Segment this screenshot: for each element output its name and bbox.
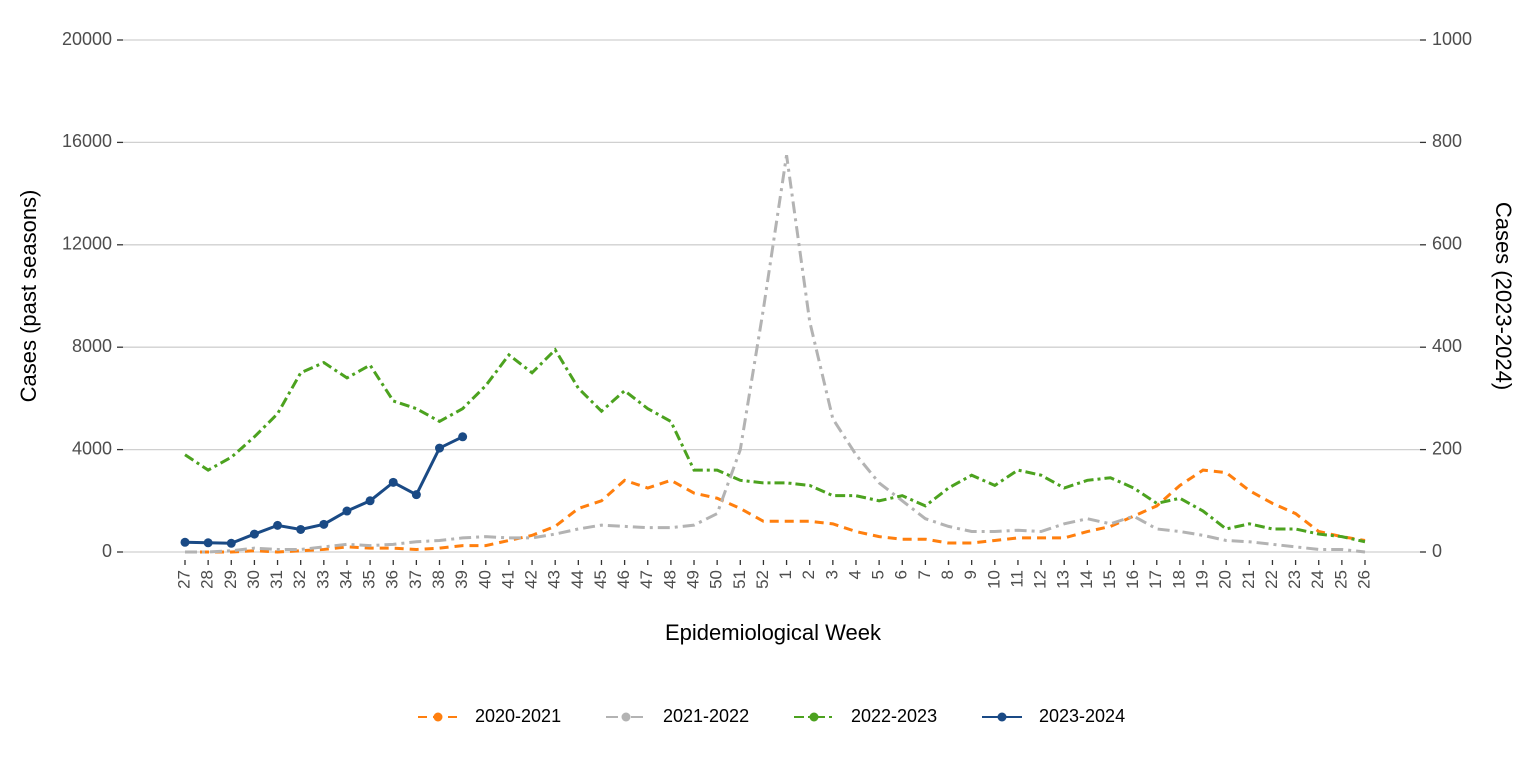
legend-marker (997, 712, 1007, 722)
series-line (184, 347, 1366, 544)
x-tick-label: 48 (660, 570, 679, 589)
y2-tick-label: 800 (1432, 131, 1462, 151)
x-axis-title: Epidemiological Week (665, 620, 882, 645)
y2-tick-label: 600 (1432, 234, 1462, 254)
x-tick-label: 47 (637, 570, 656, 589)
series-line (185, 154, 1366, 554)
x-tick-label: 43 (545, 570, 564, 589)
data-point (226, 538, 236, 548)
data-point (388, 477, 398, 487)
x-tick-label: 13 (1054, 570, 1073, 589)
x-tick-label: 42 (522, 570, 541, 589)
x-tick-label: 19 (1193, 570, 1212, 589)
x-tick-label: 8 (938, 570, 957, 579)
x-tick-label: 34 (336, 570, 355, 589)
data-point (365, 496, 375, 506)
x-tick-label: 28 (198, 570, 217, 589)
x-tick-label: 40 (475, 570, 494, 589)
x-tick-label: 11 (1007, 570, 1026, 588)
legend-label: 2020-2021 (475, 706, 561, 726)
data-point (273, 520, 283, 530)
x-tick-label: 31 (267, 570, 286, 589)
y-tick-label: 4000 (72, 438, 112, 458)
x-tick-label: 51 (730, 570, 749, 589)
legend-label: 2022-2023 (851, 706, 937, 726)
data-point (296, 524, 306, 534)
data-point (319, 519, 329, 529)
x-tick-label: 14 (1077, 570, 1096, 589)
x-tick-label: 24 (1308, 570, 1327, 589)
y2-tick-label: 200 (1432, 438, 1462, 458)
y-tick-label: 0 (102, 541, 112, 561)
y-tick-label: 16000 (62, 131, 112, 151)
x-tick-label: 37 (406, 570, 425, 589)
x-tick-label: 32 (290, 570, 309, 589)
x-tick-label: 36 (383, 570, 402, 589)
y-axis-title: Cases (past seasons) (16, 190, 41, 403)
x-tick-label: 45 (591, 570, 610, 589)
y2-tick-label: 0 (1432, 541, 1442, 561)
data-point (203, 538, 213, 548)
x-tick-label: 9 (961, 570, 980, 579)
x-tick-label: 27 (174, 570, 193, 589)
legend-label: 2023-2024 (1039, 706, 1125, 726)
x-tick-label: 26 (1354, 570, 1373, 589)
series-line (185, 468, 1366, 554)
x-tick-label: 17 (1146, 570, 1165, 589)
x-tick-label: 35 (360, 570, 379, 589)
legend-label: 2021-2022 (663, 706, 749, 726)
x-tick-label: 6 (892, 570, 911, 579)
x-tick-label: 25 (1331, 570, 1350, 589)
y2-tick-label: 400 (1432, 336, 1462, 356)
x-tick-label: 4 (845, 570, 864, 579)
y-tick-label: 20000 (62, 29, 112, 49)
x-tick-label: 29 (221, 570, 240, 589)
x-tick-label: 7 (915, 570, 934, 579)
data-point (342, 506, 352, 516)
x-tick-label: 3 (822, 570, 841, 579)
x-tick-label: 39 (452, 570, 471, 589)
x-tick-label: 2 (799, 570, 818, 579)
y2-axis-title: Cases (2023-2024) (1491, 202, 1516, 390)
y-tick-label: 8000 (72, 336, 112, 356)
x-tick-label: 16 (1123, 570, 1142, 589)
x-tick-label: 22 (1262, 570, 1281, 589)
x-tick-label: 38 (429, 570, 448, 589)
y2-tick-label: 1000 (1432, 29, 1472, 49)
x-tick-label: 23 (1285, 570, 1304, 589)
x-tick-label: 41 (498, 570, 517, 589)
y-tick-label: 12000 (62, 234, 112, 254)
data-point (180, 537, 190, 547)
legend-marker (621, 712, 631, 722)
legend-marker (809, 712, 819, 722)
data-point (249, 529, 259, 539)
data-point (435, 443, 445, 453)
x-tick-label: 44 (568, 570, 587, 589)
x-tick-label: 5 (869, 570, 888, 579)
x-tick-label: 30 (244, 570, 263, 589)
x-tick-label: 18 (1169, 570, 1188, 589)
data-point (411, 490, 421, 500)
x-tick-label: 46 (614, 570, 633, 589)
legend-marker (433, 712, 443, 722)
x-tick-label: 10 (984, 570, 1003, 589)
x-tick-label: 50 (707, 570, 726, 589)
x-tick-label: 15 (1100, 570, 1119, 589)
x-tick-label: 12 (1031, 570, 1050, 589)
x-tick-label: 1 (776, 570, 795, 579)
x-tick-label: 21 (1239, 570, 1258, 589)
x-tick-label: 20 (1216, 570, 1235, 589)
x-tick-label: 49 (684, 570, 703, 589)
data-point (458, 432, 468, 442)
x-tick-label: 33 (313, 570, 332, 589)
x-tick-label: 52 (753, 570, 772, 589)
